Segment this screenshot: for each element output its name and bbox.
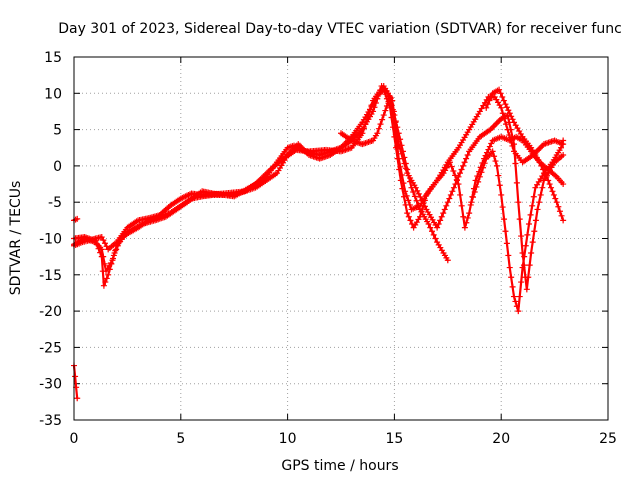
y-tick-label: -10 bbox=[39, 232, 62, 248]
x-tick-label: 0 bbox=[70, 431, 79, 447]
x-tick-labels: 0 5 10 15 20 25 bbox=[70, 431, 617, 447]
series-line bbox=[72, 217, 79, 222]
y-tick-label: -15 bbox=[39, 268, 62, 284]
y-tick-label: -25 bbox=[39, 340, 62, 356]
x-tick-label: 25 bbox=[599, 431, 617, 447]
y-tick-label: 0 bbox=[53, 159, 62, 175]
series-line bbox=[72, 364, 79, 400]
chart-title: Day 301 of 2023, Sidereal Day-to-day VTE… bbox=[58, 21, 622, 37]
y-tick-label: -30 bbox=[39, 377, 62, 393]
series-track-8 bbox=[71, 215, 81, 224]
y-axis-label: SDTVAR / TECUs bbox=[8, 181, 24, 296]
y-tick-label: -35 bbox=[39, 413, 62, 429]
x-tick-label: 15 bbox=[385, 431, 403, 447]
x-tick-label: 20 bbox=[492, 431, 510, 447]
series-track-4 bbox=[338, 93, 567, 231]
series-track-3 bbox=[71, 83, 567, 293]
y-tick-label: 5 bbox=[53, 123, 62, 139]
series-track-6 bbox=[483, 86, 567, 188]
y-tick-label: 10 bbox=[44, 86, 62, 102]
y-tick-label: -20 bbox=[39, 304, 62, 320]
series-track-1 bbox=[71, 86, 567, 253]
x-tick-label: 10 bbox=[279, 431, 297, 447]
y-tick-label: 15 bbox=[44, 50, 62, 66]
plot-area bbox=[71, 83, 567, 402]
x-axis-label: GPS time / hours bbox=[281, 458, 398, 474]
x-tick-label: 5 bbox=[176, 431, 185, 447]
series-line bbox=[485, 88, 565, 186]
series-track-7 bbox=[71, 362, 81, 402]
y-tick-label: -5 bbox=[48, 195, 62, 211]
series-line bbox=[339, 95, 565, 229]
y-tick-labels: -35 -30 -25 -20 -15 -10 -5 0 5 10 15 bbox=[39, 50, 62, 429]
plot-frame bbox=[73, 56, 609, 421]
series-line bbox=[72, 84, 565, 291]
